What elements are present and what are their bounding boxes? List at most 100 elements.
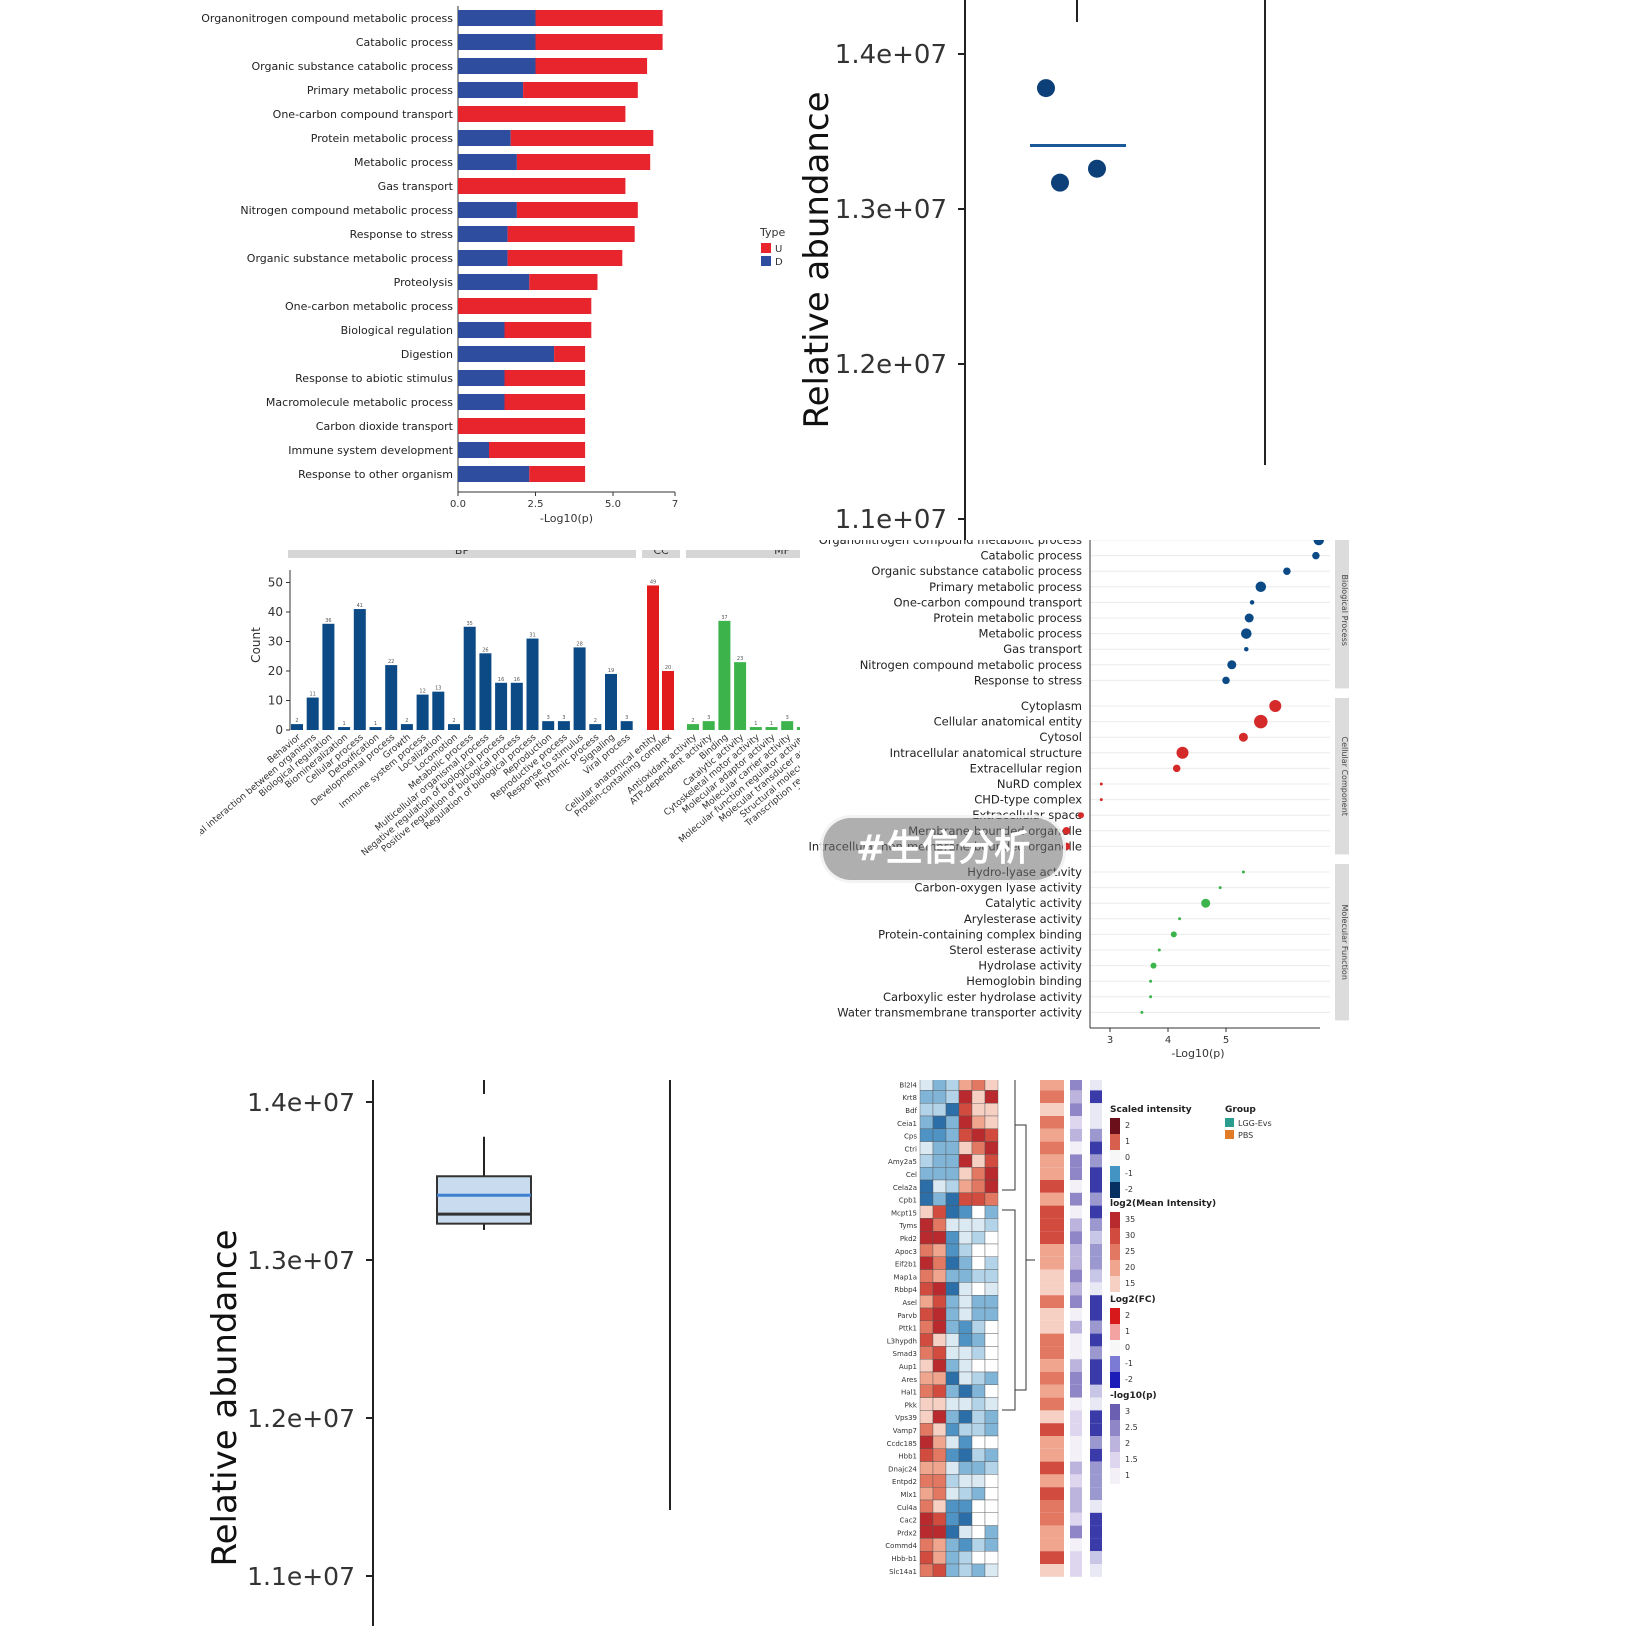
fc-cell bbox=[1090, 1500, 1102, 1513]
mean-cell bbox=[1040, 1295, 1064, 1308]
heat-cell bbox=[984, 1461, 999, 1475]
heat-cell bbox=[971, 1256, 986, 1270]
heat-cell bbox=[984, 1410, 999, 1424]
heat-cell bbox=[945, 1166, 960, 1181]
mean-cell bbox=[1040, 1282, 1064, 1296]
heat-cell bbox=[932, 1294, 947, 1309]
term-label: Arylesterase activity bbox=[964, 912, 1082, 926]
heat-cell bbox=[919, 1218, 934, 1232]
term-dot bbox=[1149, 995, 1153, 999]
heat-cell bbox=[932, 1205, 947, 1219]
heat-cell bbox=[958, 1256, 973, 1270]
mean-cell bbox=[1040, 1180, 1064, 1193]
row-label: Dnajc24 bbox=[888, 1465, 917, 1473]
fc-cell bbox=[1090, 1333, 1102, 1347]
mean-cell bbox=[1040, 1436, 1064, 1449]
hbar-panel: Organonitrogen compound metabolic proces… bbox=[200, 0, 800, 545]
heat-cell bbox=[932, 1103, 947, 1117]
legend-tick: 1 bbox=[1125, 1137, 1130, 1146]
term-dot bbox=[1269, 700, 1282, 712]
legend-swatch bbox=[1110, 1212, 1120, 1228]
count-bar bbox=[322, 623, 335, 730]
heat-cell bbox=[984, 1333, 999, 1347]
mean-cell bbox=[1040, 1141, 1064, 1155]
heat-cell bbox=[958, 1243, 973, 1258]
bar-up bbox=[458, 418, 586, 434]
legend-tick: 30 bbox=[1125, 1231, 1135, 1240]
y-tick-label: 50 bbox=[268, 576, 283, 590]
fc-cell bbox=[1090, 1308, 1102, 1321]
heat-cell bbox=[945, 1282, 960, 1296]
heat-cell bbox=[919, 1103, 934, 1117]
bar-up bbox=[504, 394, 586, 410]
heat-cell bbox=[971, 1371, 986, 1386]
heat-cell bbox=[971, 1115, 986, 1130]
heat-cell bbox=[919, 1538, 934, 1552]
heat-cell bbox=[971, 1397, 986, 1411]
heat-cell bbox=[958, 1512, 973, 1526]
heat-cell bbox=[932, 1080, 947, 1091]
count-bar bbox=[463, 626, 476, 730]
legend-swatch bbox=[1110, 1244, 1120, 1260]
heat-cell bbox=[958, 1371, 973, 1386]
data-point bbox=[1051, 173, 1069, 192]
fc-cell bbox=[1090, 1154, 1102, 1168]
heat-cell bbox=[919, 1359, 934, 1373]
heat-cell bbox=[919, 1115, 934, 1130]
count-label: 19 bbox=[608, 668, 614, 674]
count-label: 36 bbox=[325, 618, 331, 624]
heat-cell bbox=[932, 1333, 947, 1347]
legend-tick: 0 bbox=[1125, 1153, 1130, 1162]
row-label: Apoc3 bbox=[895, 1248, 917, 1256]
heat-cell bbox=[919, 1080, 934, 1091]
heat-cell bbox=[945, 1487, 960, 1501]
heat-cell bbox=[945, 1397, 960, 1411]
heat-cell bbox=[945, 1538, 960, 1552]
count-bar bbox=[734, 662, 747, 730]
hashtag-badge[interactable]: #生信分析 bbox=[820, 815, 1066, 883]
mean-cell bbox=[1040, 1269, 1064, 1283]
heat-cell bbox=[919, 1307, 934, 1322]
heat-cell bbox=[971, 1448, 986, 1462]
bar-down bbox=[458, 466, 530, 482]
group-label: Molecular Function bbox=[1340, 904, 1349, 979]
legend-swatch bbox=[1110, 1452, 1120, 1468]
heat-cell bbox=[971, 1090, 986, 1104]
heat-cell bbox=[932, 1525, 947, 1539]
heat-cell bbox=[919, 1166, 934, 1181]
term-dot bbox=[1149, 979, 1153, 983]
legend-swatch bbox=[1110, 1276, 1120, 1292]
term-label: Carboxylic ester hydrolase activity bbox=[883, 990, 1082, 1004]
heat-cell bbox=[932, 1115, 947, 1130]
count-bar bbox=[385, 665, 398, 730]
p-cell bbox=[1070, 1154, 1082, 1168]
mean-cell bbox=[1040, 1423, 1064, 1436]
hbar-chart: Organonitrogen compound metabolic proces… bbox=[201, 6, 785, 525]
row-label: Bdf bbox=[905, 1107, 917, 1115]
heat-cell bbox=[971, 1294, 986, 1309]
mean-cell bbox=[1040, 1346, 1064, 1360]
row-label: Cel bbox=[906, 1171, 917, 1179]
x-tick-label: 2.5 bbox=[528, 499, 544, 510]
bar-down bbox=[458, 370, 505, 386]
legend-title: Group bbox=[1225, 1105, 1256, 1115]
heat-cell bbox=[984, 1499, 999, 1514]
bar-down bbox=[458, 154, 517, 170]
p-cell bbox=[1070, 1103, 1082, 1116]
legend-swatch bbox=[1110, 1134, 1120, 1150]
term-label: Catabolic process bbox=[980, 549, 1082, 563]
row-label: Asel bbox=[902, 1299, 917, 1307]
heat-cell bbox=[971, 1205, 986, 1219]
category-label: Response to other organism bbox=[298, 468, 453, 481]
heat-cell bbox=[945, 1256, 960, 1270]
count-bar-chart: BP CC MF01020304050Count2Behavior11Biologi… bbox=[200, 550, 820, 860]
legend-tick: -1 bbox=[1125, 1359, 1133, 1368]
heat-cell bbox=[945, 1359, 960, 1373]
heat-cell bbox=[958, 1218, 973, 1232]
heat-cell bbox=[984, 1487, 999, 1501]
heatmap-panel: Urt1Ndst1Bl2l4Krt8BdfCeia1CpsCtriAmy2a5C… bbox=[880, 1080, 1360, 1626]
heat-cell bbox=[984, 1179, 999, 1194]
count-bar bbox=[416, 694, 429, 730]
row-label: Vamp7 bbox=[893, 1427, 917, 1435]
heat-cell bbox=[945, 1205, 960, 1219]
